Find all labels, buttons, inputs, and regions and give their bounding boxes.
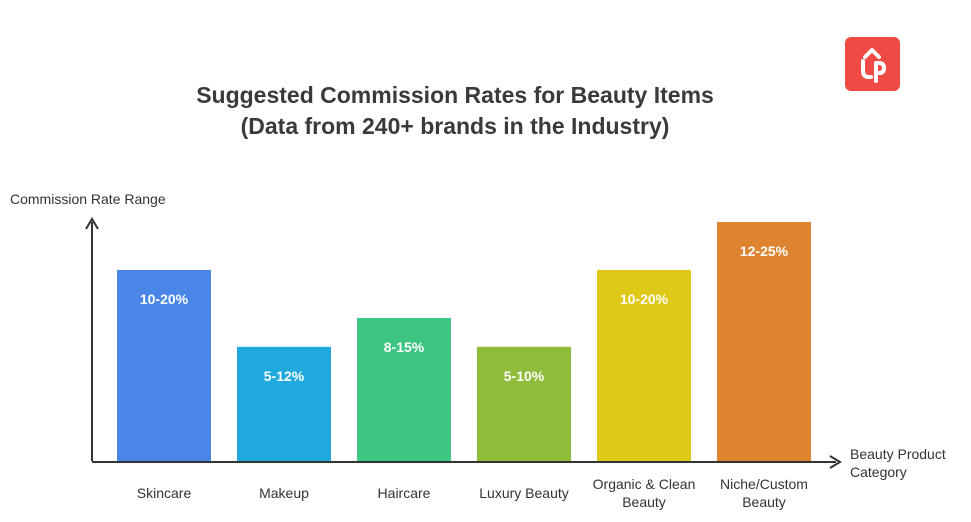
category-label-4-line-1: Luxury Beauty — [479, 485, 569, 501]
bar-4 — [477, 346, 571, 462]
x-axis-label-line-2: Category — [850, 464, 907, 480]
bar-value-label-6: 12-25% — [740, 243, 789, 259]
category-label-2-line-1: Makeup — [259, 485, 309, 501]
category-label-3-line-1: Haircare — [378, 485, 431, 501]
brand-logo-icon — [845, 37, 900, 91]
x-axis-arrow-icon — [829, 455, 842, 469]
category-label-6-line-1: Niche/Custom — [720, 476, 808, 492]
bar-1 — [117, 270, 211, 462]
bar-value-label-1: 10-20% — [140, 291, 189, 307]
y-axis-arrow-icon — [85, 217, 99, 230]
bar-3 — [357, 318, 451, 462]
bar-5 — [597, 270, 691, 462]
bar-6 — [717, 222, 811, 462]
x-axis-label: Beauty Product Category — [850, 446, 950, 480]
chart-title-main: Suggested Commission Rates for Beauty It… — [196, 82, 714, 108]
x-axis-label-line-1: Beauty Product — [850, 446, 946, 462]
category-label-6: Niche/Custom Beauty — [720, 476, 808, 510]
bar-value-label-2: 5-12% — [264, 368, 305, 384]
category-label-1: Skincare — [137, 485, 192, 501]
chart-title: Suggested Commission Rates for Beauty It… — [0, 80, 910, 142]
bar-value-label-3: 8-15% — [384, 339, 425, 355]
bar-value-label-4: 5-10% — [504, 368, 545, 384]
category-label-3: Haircare — [378, 485, 431, 501]
bar-2 — [237, 346, 331, 462]
y-axis-label: Commission Rate Range — [10, 191, 166, 207]
chart-subtitle: (Data from 240+ brands in the Industry) — [240, 113, 670, 139]
category-label-6-line-2: Beauty — [742, 494, 786, 510]
category-label-1-line-1: Skincare — [137, 485, 192, 501]
category-label-4: Luxury Beauty — [479, 485, 569, 501]
category-label-5-line-1: Organic & Clean — [593, 476, 696, 492]
bar-value-label-5: 10-20% — [620, 291, 669, 307]
category-label-5: Organic & Clean Beauty — [593, 476, 696, 510]
category-label-2: Makeup — [259, 485, 309, 501]
category-label-5-line-2: Beauty — [622, 494, 666, 510]
